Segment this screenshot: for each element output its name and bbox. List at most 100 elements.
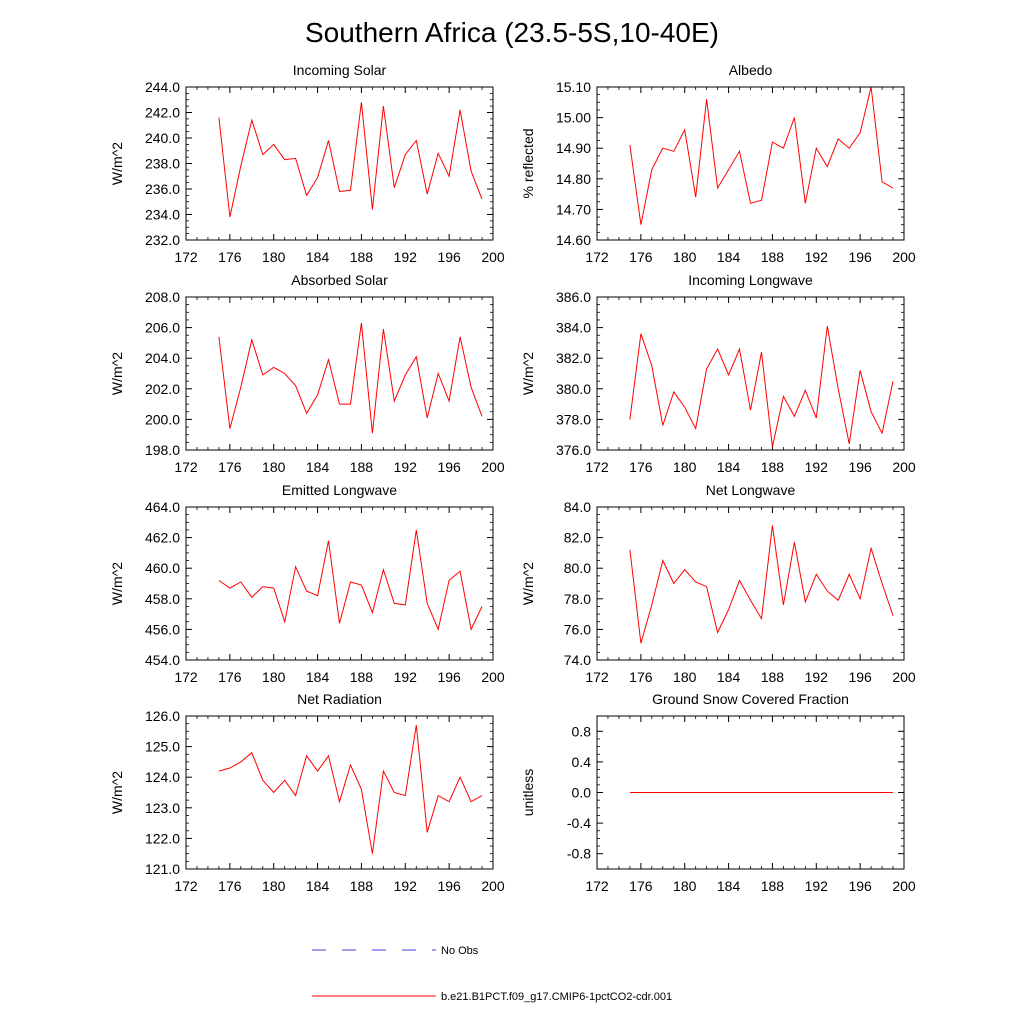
panel-5: Net Longwave W/m^2 172 176 180 184 188 192 196 20… bbox=[520, 482, 916, 685]
x-tick-label: 192 bbox=[394, 669, 418, 685]
x-tick-label: 176 bbox=[629, 459, 653, 475]
x-tick-label: 188 bbox=[350, 669, 374, 685]
x-tick-label: 176 bbox=[629, 249, 653, 265]
y-tick-label: 0.4 bbox=[572, 754, 592, 770]
x-tick-label: 192 bbox=[394, 249, 418, 265]
y-tick-label: 74.0 bbox=[564, 652, 591, 668]
x-tick-label: 180 bbox=[673, 669, 697, 685]
y-tick-label: 198.0 bbox=[145, 442, 180, 458]
y-tick-label: 232.0 bbox=[145, 232, 180, 248]
y-tick-label: 15.00 bbox=[556, 110, 591, 126]
x-tick-label: 200 bbox=[481, 249, 505, 265]
y-axis-label: W/m^2 bbox=[109, 771, 125, 814]
figure-title: Southern Africa (23.5-5S,10-40E) bbox=[305, 17, 719, 48]
x-tick-label: 184 bbox=[717, 249, 741, 265]
x-tick-label: 172 bbox=[174, 459, 198, 475]
panel-title: Ground Snow Covered Fraction bbox=[652, 691, 849, 707]
x-tick-label: 180 bbox=[673, 249, 697, 265]
plot-frame bbox=[596, 506, 905, 661]
y-tick-label: 122.0 bbox=[145, 830, 180, 846]
y-axis-label: W/m^2 bbox=[109, 142, 125, 185]
y-tick-label: 244.0 bbox=[145, 79, 180, 95]
series-line bbox=[629, 86, 894, 225]
x-tick-label: 184 bbox=[306, 459, 330, 475]
panel-3: Incoming Longwave W/m^2 172 176 180 184 188 192… bbox=[520, 272, 916, 475]
legend: No Obs b.e21.B1PCT.f09_g17.CMIP6-1pctCO2… bbox=[312, 945, 672, 1003]
panel-title: Net Longwave bbox=[706, 482, 796, 498]
x-tick-label: 184 bbox=[717, 878, 741, 894]
panels-group: Incoming Solar W/m^2 172 176 180 184 188 192 196… bbox=[109, 62, 916, 894]
y-tick-label: 76.0 bbox=[564, 621, 591, 637]
x-tick-label: 200 bbox=[481, 669, 505, 685]
y-tick-label: 240.0 bbox=[145, 130, 180, 146]
y-tick-label: 386.0 bbox=[556, 289, 591, 305]
y-tick-label: 80.0 bbox=[564, 560, 591, 576]
x-tick-label: 200 bbox=[892, 669, 916, 685]
y-tick-label: 382.0 bbox=[556, 350, 591, 366]
panel-7: Ground Snow Covered Fraction unitless 172 1… bbox=[520, 691, 916, 894]
x-tick-label: 176 bbox=[218, 669, 242, 685]
y-tick-label: 121.0 bbox=[145, 861, 180, 877]
x-tick-label: 180 bbox=[262, 669, 286, 685]
x-tick-label: 180 bbox=[673, 878, 697, 894]
y-tick-label: 462.0 bbox=[145, 530, 180, 546]
x-tick-label: 172 bbox=[174, 669, 198, 685]
y-tick-label: 84.0 bbox=[564, 499, 591, 515]
panel-4: Emitted Longwave W/m^2 172 176 180 184 188 192 1… bbox=[109, 482, 505, 685]
y-axis-label: W/m^2 bbox=[109, 352, 125, 395]
x-tick-label: 200 bbox=[892, 878, 916, 894]
x-tick-label: 176 bbox=[629, 669, 653, 685]
y-tick-label: 14.90 bbox=[556, 140, 591, 156]
x-tick-label: 184 bbox=[717, 669, 741, 685]
y-tick-label: 200.0 bbox=[145, 411, 180, 427]
x-tick-label: 192 bbox=[805, 878, 829, 894]
x-tick-label: 172 bbox=[174, 249, 198, 265]
panel-title: Emitted Longwave bbox=[282, 482, 397, 498]
x-tick-label: 192 bbox=[394, 878, 418, 894]
x-tick-label: 196 bbox=[437, 878, 461, 894]
y-tick-label: 125.0 bbox=[145, 739, 180, 755]
x-tick-label: 196 bbox=[848, 459, 872, 475]
x-tick-label: 188 bbox=[761, 878, 785, 894]
x-tick-label: 196 bbox=[437, 459, 461, 475]
x-tick-label: 180 bbox=[262, 459, 286, 475]
x-tick-label: 172 bbox=[585, 249, 609, 265]
x-tick-label: 176 bbox=[218, 459, 242, 475]
x-tick-label: 200 bbox=[481, 459, 505, 475]
x-tick-label: 172 bbox=[585, 459, 609, 475]
legend-label-model-run: b.e21.B1PCT.f09_g17.CMIP6-1pctCO2-cdr.00… bbox=[441, 991, 672, 1003]
x-tick-label: 188 bbox=[350, 249, 374, 265]
x-tick-label: 200 bbox=[481, 878, 505, 894]
y-tick-label: 380.0 bbox=[556, 381, 591, 397]
x-tick-label: 172 bbox=[174, 878, 198, 894]
y-tick-label: 14.70 bbox=[556, 201, 591, 217]
y-tick-label: 236.0 bbox=[145, 181, 180, 197]
y-tick-label: 378.0 bbox=[556, 411, 591, 427]
y-tick-label: 238.0 bbox=[145, 156, 180, 172]
y-tick-label: 124.0 bbox=[145, 769, 180, 785]
panel-title: Net Radiation bbox=[297, 691, 382, 707]
x-tick-label: 196 bbox=[848, 878, 872, 894]
y-axis-label: % reflected bbox=[520, 128, 536, 198]
panel-1: Albedo % reflected 172 176 180 184 188 192 196 20… bbox=[520, 62, 916, 265]
plot-frame bbox=[596, 715, 905, 870]
x-tick-label: 192 bbox=[394, 459, 418, 475]
x-tick-label: 180 bbox=[673, 459, 697, 475]
series-line bbox=[218, 102, 483, 218]
y-tick-label: 208.0 bbox=[145, 289, 180, 305]
x-tick-label: 184 bbox=[306, 669, 330, 685]
x-tick-label: 176 bbox=[629, 878, 653, 894]
plot-frame bbox=[185, 715, 494, 870]
x-tick-label: 192 bbox=[805, 669, 829, 685]
y-tick-label: 126.0 bbox=[145, 708, 180, 724]
plot-frame bbox=[596, 86, 905, 241]
y-tick-label: 454.0 bbox=[145, 652, 180, 668]
panel-title: Albedo bbox=[729, 62, 773, 78]
x-tick-label: 176 bbox=[218, 878, 242, 894]
y-tick-label: 456.0 bbox=[145, 621, 180, 637]
x-tick-label: 184 bbox=[306, 249, 330, 265]
y-tick-label: 202.0 bbox=[145, 381, 180, 397]
plot-frame bbox=[185, 296, 494, 451]
x-tick-label: 196 bbox=[437, 669, 461, 685]
y-tick-label: 14.80 bbox=[556, 171, 591, 187]
